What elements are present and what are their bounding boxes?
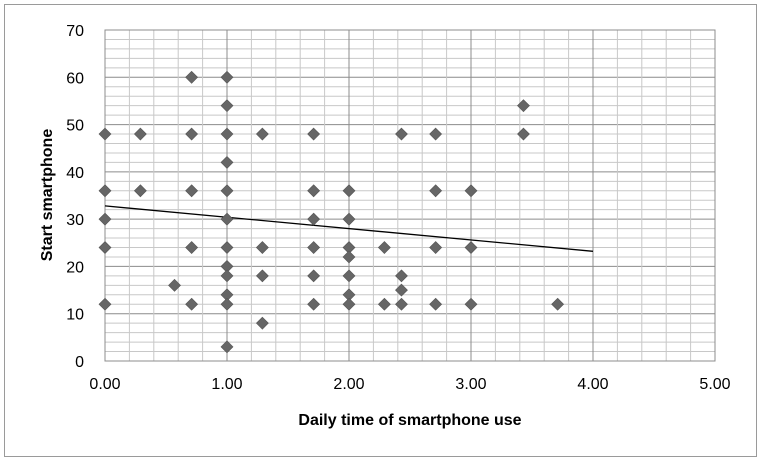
data-point <box>220 70 234 84</box>
y-tick-label: 10 <box>66 307 84 324</box>
data-point <box>395 269 408 283</box>
data-point <box>220 184 234 198</box>
x-tick-label: 3.00 <box>455 376 486 393</box>
data-point <box>307 297 321 311</box>
data-point <box>133 127 147 141</box>
data-point <box>464 184 478 198</box>
data-point <box>464 241 478 254</box>
data-point <box>307 241 321 254</box>
data-point <box>429 127 443 141</box>
data-point <box>429 184 443 198</box>
data-point <box>395 283 408 297</box>
data-point <box>255 241 269 254</box>
tick-labels: 0.00 1.00 2.00 3.00 4.00 5.00 0 10 20 30 40 50 60 70 <box>66 23 730 393</box>
data-point <box>220 297 234 311</box>
data-point <box>168 278 181 292</box>
x-tick-label: 4.00 <box>577 376 608 393</box>
data-point <box>307 184 321 198</box>
data-point <box>98 184 112 198</box>
data-point <box>395 127 408 141</box>
data-point <box>98 241 112 254</box>
data-point <box>255 269 269 283</box>
trendline-path <box>104 205 594 252</box>
data-point <box>255 127 269 141</box>
data-point <box>98 297 112 311</box>
y-tick-label: 40 <box>66 165 84 182</box>
data-point <box>185 184 199 198</box>
data-point <box>307 269 321 283</box>
data-point <box>220 212 234 226</box>
data-point <box>429 241 443 254</box>
data-point <box>464 297 478 311</box>
x-tick-label: 2.00 <box>333 376 364 393</box>
data-point <box>517 99 530 113</box>
data-point <box>220 340 234 354</box>
data-point <box>220 127 234 141</box>
y-tick-label: 60 <box>66 70 84 87</box>
y-tick-label: 70 <box>66 23 84 40</box>
data-point <box>429 297 443 311</box>
grid-lines <box>104 29 716 362</box>
x-axis-title: Daily time of smartphone use <box>298 412 521 429</box>
data-point <box>395 297 408 311</box>
data-point <box>220 241 234 254</box>
x-tick-label: 5.00 <box>699 376 730 393</box>
data-point <box>185 297 199 311</box>
data-point <box>220 269 234 283</box>
data-point <box>517 127 530 141</box>
data-point <box>342 269 356 283</box>
x-tick-label: 0.00 <box>89 376 120 393</box>
data-point <box>185 127 199 141</box>
y-tick-label: 30 <box>66 212 84 229</box>
data-points <box>98 70 565 354</box>
data-point <box>307 127 321 141</box>
data-point <box>98 212 112 226</box>
data-point <box>307 212 321 226</box>
plot-area-border <box>104 29 716 362</box>
data-point <box>185 241 199 254</box>
data-point <box>220 155 234 169</box>
data-point <box>551 297 565 311</box>
y-tick-label: 50 <box>66 118 84 135</box>
trendline <box>104 205 594 252</box>
data-point <box>98 127 112 141</box>
data-point <box>342 212 356 226</box>
y-axis-title: Start smartphone <box>39 129 56 262</box>
data-point <box>255 316 269 330</box>
y-tick-label: 0 <box>75 354 84 371</box>
data-point <box>342 297 356 311</box>
data-point <box>377 241 391 254</box>
data-point <box>220 99 234 113</box>
data-point <box>377 297 391 311</box>
x-tick-label: 1.00 <box>211 376 242 393</box>
data-point <box>342 250 356 264</box>
data-point <box>342 184 356 198</box>
data-point <box>133 184 147 198</box>
data-point <box>185 70 199 84</box>
y-tick-label: 20 <box>66 259 84 276</box>
